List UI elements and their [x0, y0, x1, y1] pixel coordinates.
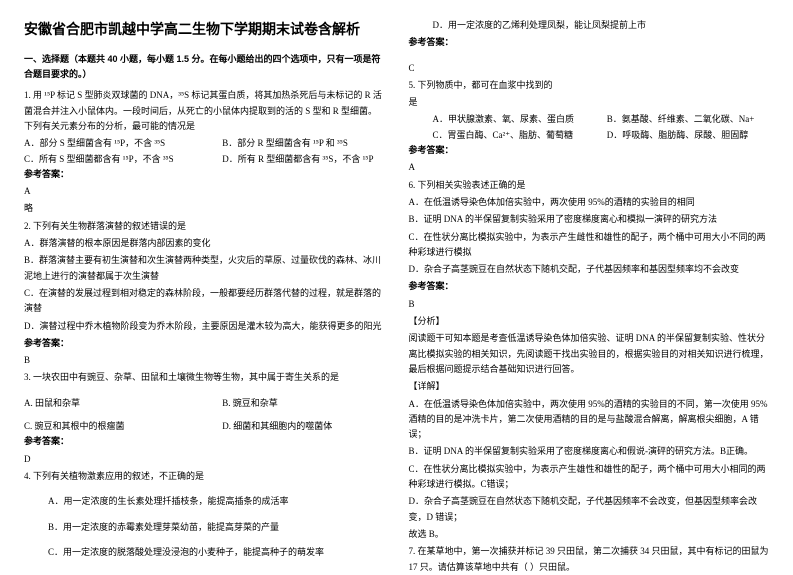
q6-answer: B — [409, 297, 770, 312]
q6-detail-b: B．证明 DNA 的半保留复制实验采用了密度梯度离心和假说-演砰的研究方法。B正… — [409, 444, 770, 459]
q6-detail-a: A．在低温诱导染色体加倍实验中，两次使用 95%的酒精的实验目的不同，第一次使用… — [409, 397, 770, 443]
q4-answer: C — [409, 61, 770, 76]
q4-opt-d: D．用一定浓度的乙烯利处理凤梨，能让凤梨提前上市 — [409, 18, 770, 33]
q6-text: 6. 下列相关实验表述正确的是 — [409, 178, 770, 193]
q3-opts-row1: A. 田鼠和杂草 B. 豌豆和杂草 — [24, 396, 385, 411]
q5-opts-row2: C．胃蛋白酶、Ca²⁺、脂肪、葡萄糖 D．呼吸酶、脂肪酶、尿酸、胆固醇 — [409, 128, 770, 143]
left-column: 安徽省合肥市凯越中学高二生物下学期期末试卷含解析 一、选择题（本题共 40 小题… — [24, 18, 397, 543]
q3-opts-row2: C. 豌豆和其根中的根瘤菌 D. 细菌和其细胞内的噬菌体 — [24, 419, 385, 434]
q6-opt-b: B．证明 DNA 的半保留复制实验采用了密度梯度离心和模拟一演砰的研究方法 — [409, 212, 770, 227]
q6-detail-d: D．杂合子高茎豌豆在自然状态下随机交配，子代基因频率不会改变，但基因型频率会改变… — [409, 494, 770, 525]
q2-opt-c: C．在演替的发展过程到相对稳定的森林阶段，一般都要经历群落代替的过程，就是群落的… — [24, 286, 385, 317]
q1-text: 1. 用 ¹⁵P 标记 S 型肺炎双球菌的 DNA，³⁵S 标记其蛋白质，将其加… — [24, 88, 385, 134]
q4-answer-label: 参考答案： — [409, 35, 770, 50]
q1-opt-a: A．部分 S 型细菌含有 ¹⁵P，不含 ³⁵S — [24, 136, 222, 151]
q5-text: 5. 下列物质中，都可在血浆中找到的 — [409, 78, 770, 93]
q5-sub: 是 — [409, 95, 770, 110]
q7-text: 7. 在某草地中，第一次捕获并标记 39 只田鼠，第二次捕获 34 只田鼠，其中… — [409, 544, 770, 575]
q1-answer-label: 参考答案： — [24, 167, 385, 182]
q3-text: 3. 一块农田中有豌豆、杂草、田鼠和土壤微生物等生物，其中属于寄生关系的是 — [24, 370, 385, 385]
q6-analysis-label: 【分析】 — [409, 314, 770, 329]
q3-opt-a: A. 田鼠和杂草 — [24, 396, 222, 411]
q3-opt-c: C. 豌豆和其根中的根瘤菌 — [24, 419, 222, 434]
q2-answer-label: 参考答案： — [24, 336, 385, 351]
section-header: 一、选择题（本题共 40 小题，每小题 1.5 分。在每小题给出的四个选项中，只… — [24, 52, 385, 83]
q5-opts-row1: A．甲状腺激素、氧、尿素、蛋白质 B．氨基酸、纤维素、二氧化碳、Na+ — [409, 112, 770, 127]
q6-opt-d: D．杂合子高茎豌豆在自然状态下随机交配，子代基因频率和基因型频率均不会改变 — [409, 262, 770, 277]
q5-opt-c: C．胃蛋白酶、Ca²⁺、脂肪、葡萄糖 — [409, 128, 607, 143]
q1-opts-row2: C．所有 S 型细菌都含有 ¹⁵P，不含 ³⁵S D．所有 R 型细菌都含有 ³… — [24, 152, 385, 167]
q4-opt-b: B．用一定浓度的赤霉素处理芽菜幼苗，能提高芽菜的产量 — [24, 520, 385, 535]
q6-opt-a: A．在低温诱导染色体加倍实验中，两次使用 95%的酒精的实验目的相同 — [409, 195, 770, 210]
q6-answer-label: 参考答案： — [409, 279, 770, 294]
q2-text: 2. 下列有关生物群落演替的叙述错误的是 — [24, 219, 385, 234]
q1-opt-b: B．部分 R 型细菌含有 ¹⁵P 和 ³⁵S — [222, 136, 348, 151]
q1-answer: A — [24, 184, 385, 199]
q6-opt-c: C．在性状分离比模拟实验中，为表示产生雌性和雄性的配子，两个桶中可用大小不同的两… — [409, 230, 770, 261]
q3-opt-d: D. 细菌和其细胞内的噬菌体 — [222, 419, 332, 434]
q6-analysis: 阅读题干可知本题是考查低温诱导染色体加倍实验、证明 DNA 的半保留复制实验、性… — [409, 331, 770, 377]
doc-title: 安徽省合肥市凯越中学高二生物下学期期末试卷含解析 — [24, 18, 385, 42]
q4-text: 4. 下列有关植物激素应用的叙述，不正确的是 — [24, 469, 385, 484]
q1-opt-c: C．所有 S 型细菌都含有 ¹⁵P，不含 ³⁵S — [24, 152, 222, 167]
q2-opt-a: A．群落演替的根本原因是群落内部因素的变化 — [24, 236, 385, 251]
q5-answer-label: 参考答案： — [409, 143, 770, 158]
q1-opt-d: D．所有 R 型细菌都含有 ³⁵S，不含 ¹⁵P — [222, 152, 373, 167]
q4-opt-a: A．用一定浓度的生长素处理扦插枝条，能提高插条的成活率 — [24, 494, 385, 509]
q3-answer: D — [24, 452, 385, 467]
q3-opt-b: B. 豌豆和杂草 — [222, 396, 278, 411]
q2-answer: B — [24, 353, 385, 368]
q6-choose: 故选 B。 — [409, 527, 770, 542]
q5-answer: A — [409, 160, 770, 175]
q5-opt-d: D．呼吸酶、脂肪酶、尿酸、胆固醇 — [607, 128, 749, 143]
q6-detail-c: C．在性状分离比模拟实验中，为表示产生雄性和雄性的配子，两个桶中可用大小相同的两… — [409, 462, 770, 493]
q1-opts-row1: A．部分 S 型细菌含有 ¹⁵P，不含 ³⁵S B．部分 R 型细菌含有 ¹⁵P… — [24, 136, 385, 151]
q5-opt-a: A．甲状腺激素、氧、尿素、蛋白质 — [409, 112, 607, 127]
q3-answer-label: 参考答案： — [24, 434, 385, 449]
q6-detail-label: 【详解】 — [409, 379, 770, 394]
right-column: D．用一定浓度的乙烯利处理凤梨，能让凤梨提前上市 参考答案： C 5. 下列物质… — [397, 18, 770, 543]
q4-opt-c: C．用一定浓度的脱落酸处理没浸泡的小麦种子，能提高种子的萌发率 — [24, 545, 385, 560]
q1-brief: 略 — [24, 201, 385, 216]
q2-opt-d: D．演替过程中乔木植物阶段变为乔木阶段，主要原因是灌木较为高大，能获得更多的阳光 — [24, 319, 385, 334]
q5-opt-b: B．氨基酸、纤维素、二氧化碳、Na+ — [607, 112, 755, 127]
q2-opt-b: B．群落演替主要有初生演替和次生演替两种类型，火灾后的草原、过量砍伐的森林、冰川… — [24, 253, 385, 284]
